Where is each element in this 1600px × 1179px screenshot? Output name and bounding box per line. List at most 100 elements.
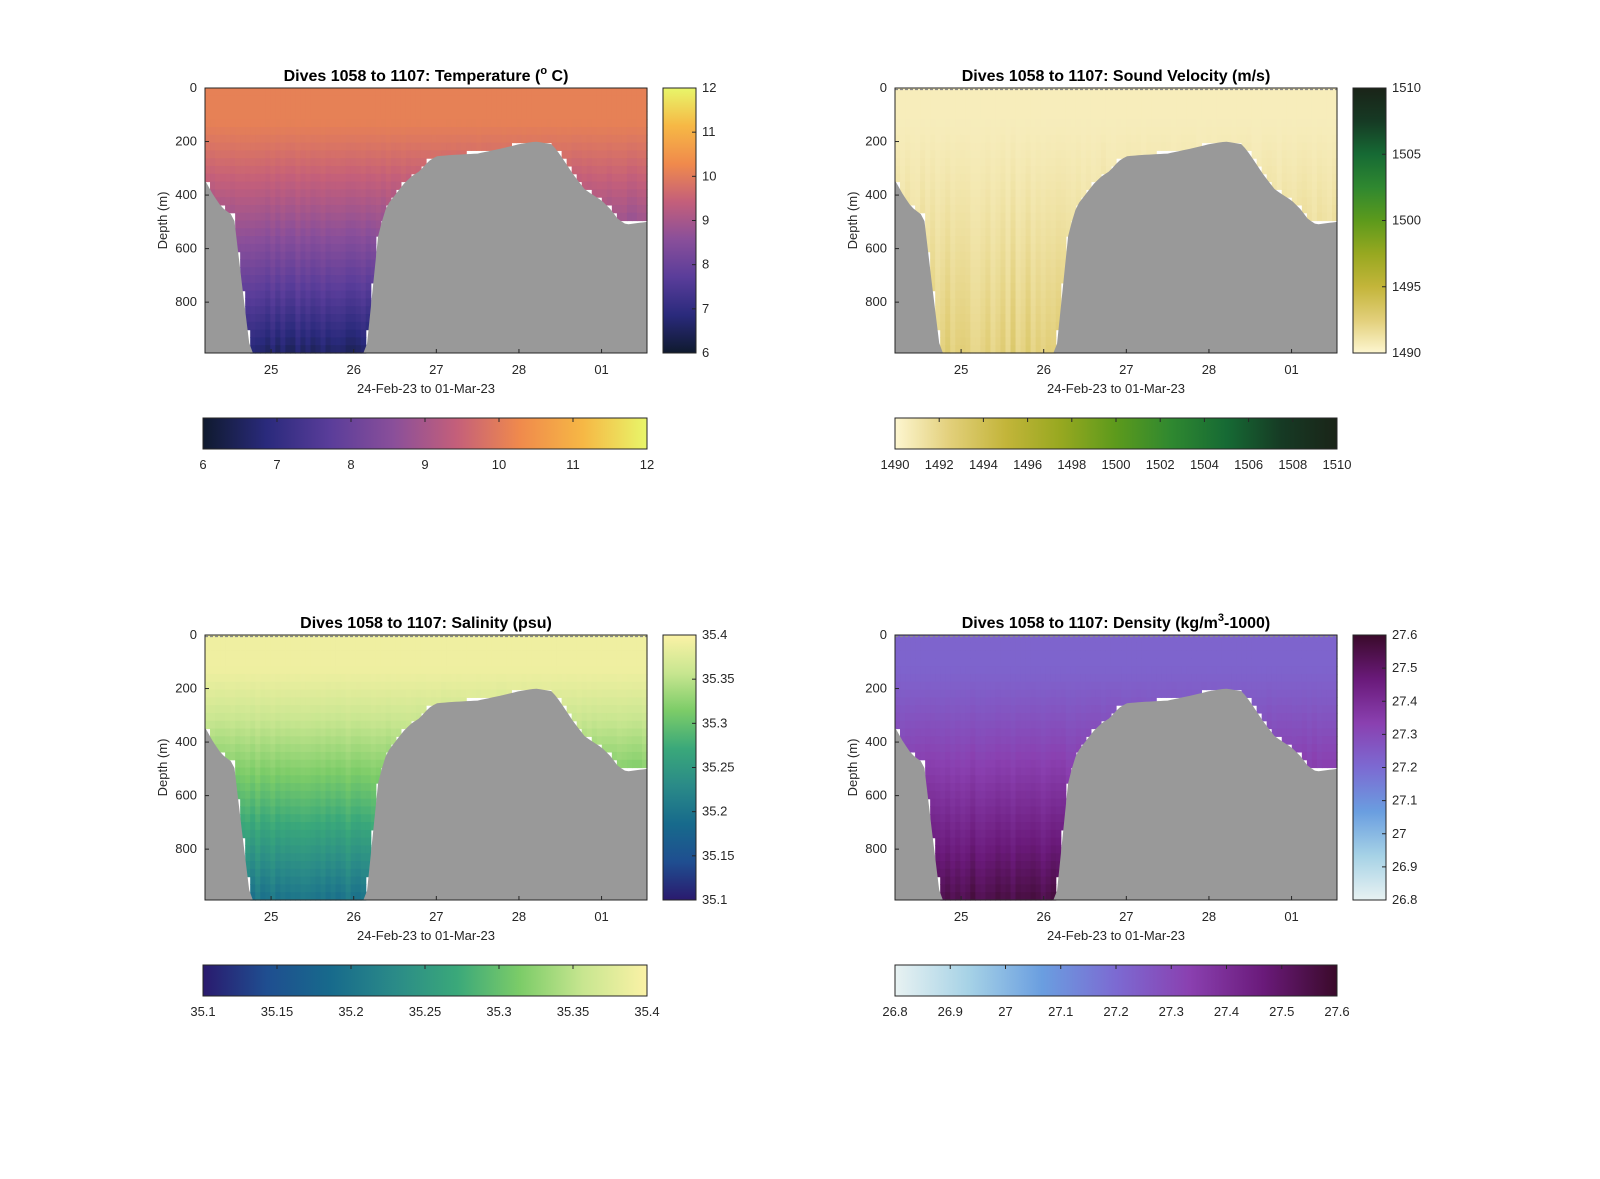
data-cell [1311,111,1318,120]
data-cell [240,88,246,97]
data-cell [345,337,352,346]
data-cell [310,892,317,901]
data-cell [340,876,347,886]
data-cell [621,697,628,706]
data-cell [300,650,307,659]
data-cell [915,165,921,175]
colorbar-bottom-label: 35.35 [557,1004,590,1019]
data-cell [636,736,643,745]
data-cell [390,173,397,183]
data-cell [420,95,427,105]
data-cell [1040,158,1047,167]
data-cell [335,181,342,190]
data-cell [1035,321,1042,331]
data-cell [596,728,603,737]
data-cell [265,290,271,300]
data-cell [230,635,236,644]
data-cell [980,88,987,97]
data-cell [626,635,633,644]
data-cell [1000,259,1007,268]
data-cell [310,673,317,683]
data-cell [225,204,231,214]
data-cell [220,658,226,667]
data-cell [1291,165,1298,175]
data-cell [270,845,276,854]
data-cell [1070,189,1077,198]
data-cell [290,673,297,683]
data-cell [300,689,307,698]
data-cell [980,95,987,105]
data-cell [400,119,407,128]
data-cell [280,243,286,253]
data-cell [1126,103,1132,112]
data-cell [900,635,906,644]
data-cell [571,666,578,675]
data-cell [576,697,583,706]
data-cell [310,181,317,190]
data-cell [526,126,533,136]
data-cell [446,681,452,691]
data-cell [345,306,352,315]
data-cell [1321,95,1328,105]
data-cell [466,681,472,691]
data-cell [245,306,251,315]
y-tick-label: 0 [880,80,887,95]
data-cell [1040,314,1047,323]
data-cell [260,204,266,214]
data-cell [1105,126,1112,136]
data-cell [920,142,926,151]
data-cell [561,119,568,128]
data-cell [260,642,266,652]
data-cell [641,95,648,105]
data-cell [561,126,568,136]
data-cell [1110,150,1117,159]
data-cell [320,868,327,878]
data-cell [975,329,981,339]
data-cell [375,212,382,222]
data-cell [965,103,971,112]
data-cell [340,845,347,854]
data-cell [1181,119,1187,128]
data-cell [606,150,613,159]
data-cell [305,204,312,214]
data-cell [290,759,297,769]
data-cell [1005,290,1012,300]
data-cell [1000,337,1007,346]
data-cell [1246,95,1253,105]
data-cell [225,119,231,128]
data-cell [1015,165,1022,175]
data-cell [300,712,307,722]
data-cell [591,705,598,714]
data-cell [315,689,322,698]
data-cell [335,158,342,167]
data-cell [365,267,372,276]
data-cell [240,635,246,644]
data-cell [945,298,951,307]
data-cell [581,158,588,167]
data-cell [1035,197,1042,206]
data-cell [295,892,302,901]
data-cell [280,744,286,753]
data-cell [1141,111,1147,120]
data-cell [975,314,981,323]
data-cell [1256,142,1263,151]
data-cell [441,103,447,112]
data-cell [1100,88,1107,97]
data-cell [255,142,261,151]
data-cell [606,173,613,183]
data-cell [566,673,573,683]
data-cell [491,642,497,652]
data-cell [420,158,427,167]
data-cell [400,165,407,175]
data-cell [1291,142,1298,151]
data-cell [1015,88,1022,97]
data-cell [355,744,362,753]
data-cell [1196,111,1202,120]
data-cell [551,689,558,698]
data-cell [320,806,327,815]
data-cell [1045,298,1052,307]
data-cell [1050,282,1057,292]
data-cell [516,134,523,144]
data-cell [310,165,317,175]
data-cell [315,705,322,714]
